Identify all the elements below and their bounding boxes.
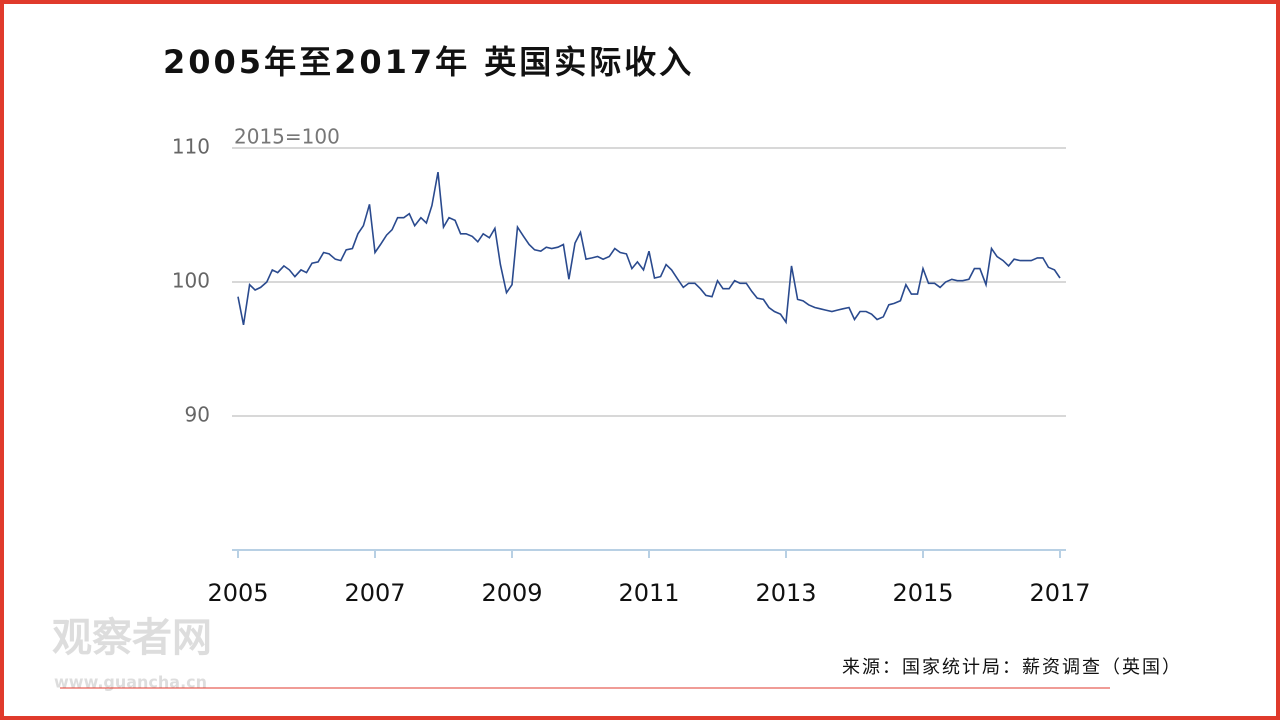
x-tick-label: 2007 (344, 579, 405, 607)
source: 来源：国家统计局：薪资调查（英国） (842, 657, 1182, 678)
chart-title: 2005年至2017年 英国实际收入 (163, 43, 694, 81)
x-tick-label: 2011 (618, 579, 679, 607)
x-tick-label: 2013 (755, 579, 816, 607)
watermark-url: www.guancha.cn (54, 673, 207, 692)
x-tick-label: 2017 (1029, 579, 1090, 607)
annotation: 2015=100 (234, 125, 340, 149)
y-tick-label: 110 (172, 135, 210, 159)
x-tick-label: 2015 (892, 579, 953, 607)
y-tick-label: 90 (185, 403, 210, 427)
data-line (237, 171, 1061, 326)
y-tick-label: 100 (172, 269, 210, 293)
x-tick-label: 2005 (207, 579, 268, 607)
watermark: 观察者网 (52, 615, 212, 661)
x-tick-label: 2009 (481, 579, 542, 607)
